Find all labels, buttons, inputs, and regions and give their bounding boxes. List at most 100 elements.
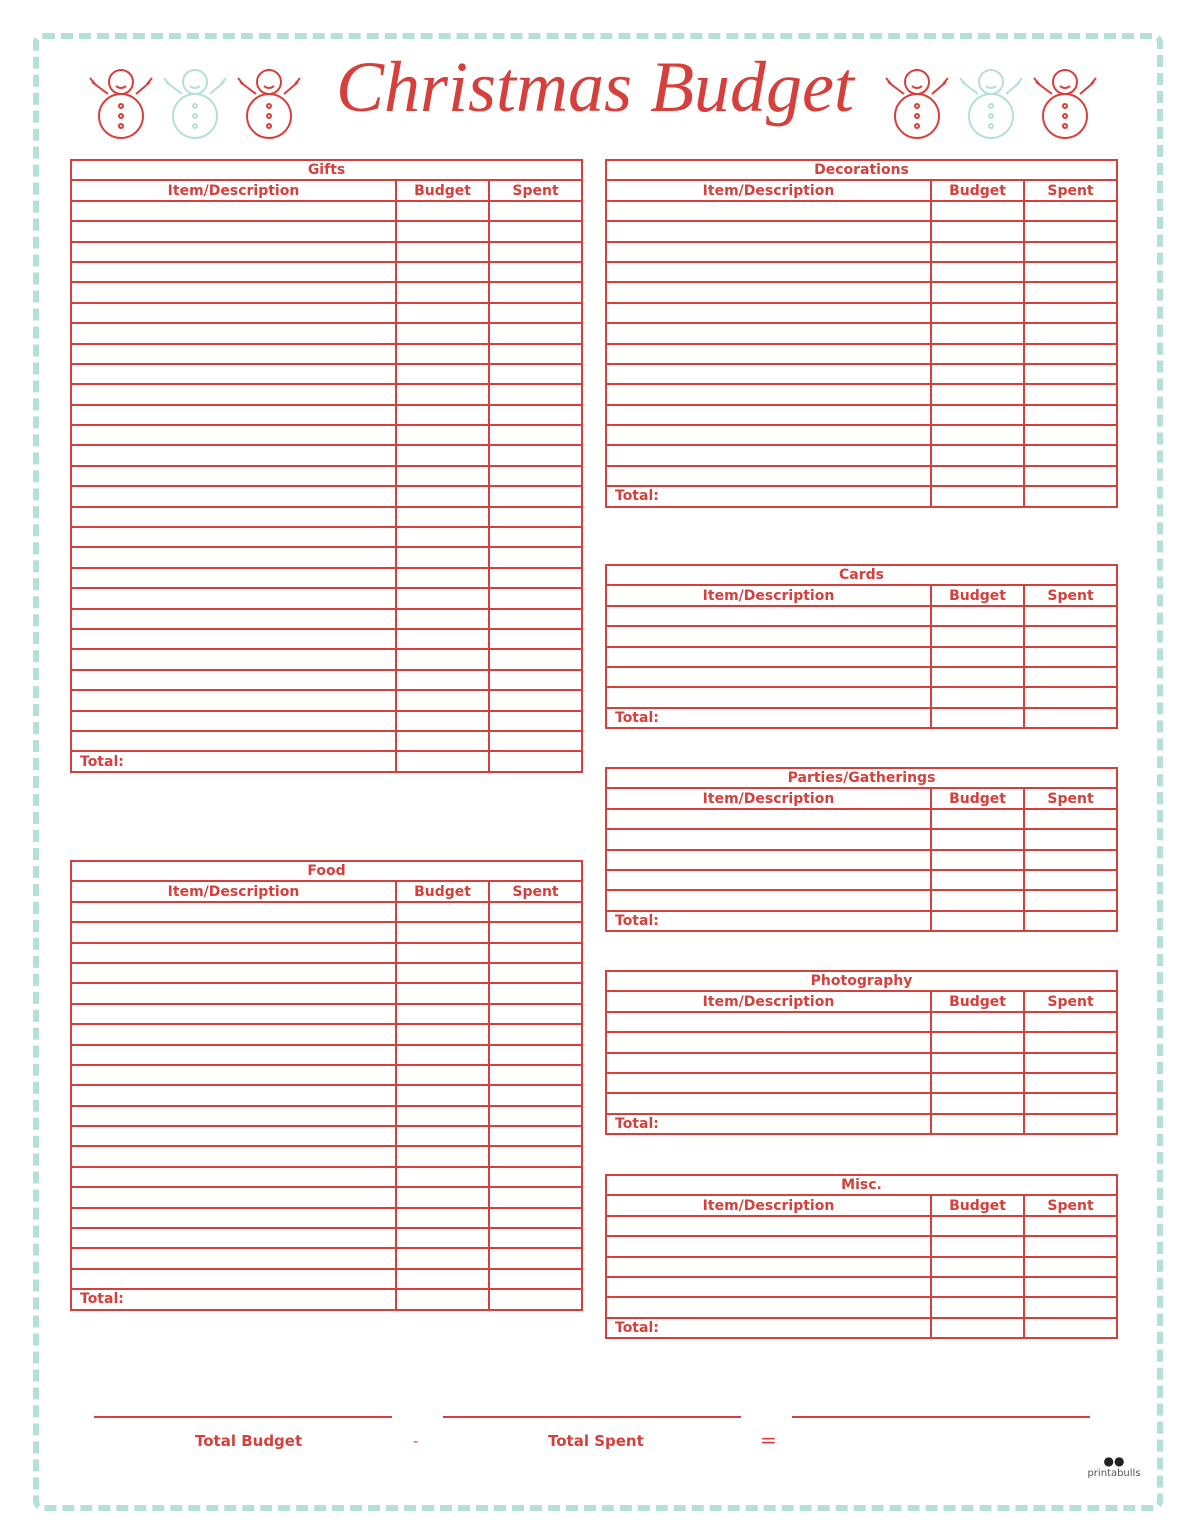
item-cell[interactable]: [605, 464, 932, 488]
budget-cell[interactable]: [395, 668, 490, 692]
spent-total-cell[interactable]: [487, 750, 584, 773]
budget-total-cell[interactable]: [930, 909, 1025, 933]
item-cell[interactable]: [70, 1023, 397, 1046]
spent-cell[interactable]: [1023, 424, 1118, 447]
spent-total-cell[interactable]: [488, 1288, 583, 1311]
budget-cell[interactable]: [930, 220, 1025, 243]
budget-cell[interactable]: [930, 444, 1025, 467]
budget-cell[interactable]: [930, 1235, 1025, 1258]
budget-cell[interactable]: [395, 921, 490, 944]
spent-cell[interactable]: [1022, 889, 1119, 912]
item-cell[interactable]: [605, 645, 932, 668]
item-cell[interactable]: [70, 961, 397, 985]
budget-cell[interactable]: [930, 1010, 1025, 1034]
budget-total-cell[interactable]: [395, 750, 490, 773]
spent-cell[interactable]: [488, 1227, 583, 1250]
budget-cell[interactable]: [930, 807, 1025, 831]
budget-cell[interactable]: [395, 281, 490, 304]
spent-cell[interactable]: [1022, 1010, 1119, 1034]
item-cell[interactable]: [70, 1145, 397, 1168]
budget-cell[interactable]: [395, 1125, 490, 1148]
spent-cell[interactable]: [487, 199, 584, 223]
spent-total-cell[interactable]: [1022, 1316, 1119, 1340]
spent-cell[interactable]: [488, 1023, 583, 1046]
spent-cell[interactable]: [487, 281, 584, 304]
budget-cell[interactable]: [395, 403, 490, 427]
item-cell[interactable]: [70, 921, 397, 944]
spent-cell[interactable]: [1023, 362, 1118, 386]
item-cell[interactable]: [70, 566, 397, 590]
spent-cell[interactable]: [487, 240, 584, 263]
spent-cell[interactable]: [487, 485, 584, 508]
item-cell[interactable]: [605, 828, 932, 851]
spent-cell[interactable]: [488, 961, 583, 985]
spent-cell[interactable]: [1023, 281, 1118, 304]
budget-cell[interactable]: [930, 1031, 1025, 1054]
budget-cell[interactable]: [395, 900, 490, 924]
spent-cell[interactable]: [487, 546, 584, 569]
item-cell[interactable]: [605, 604, 932, 628]
item-cell[interactable]: [70, 1227, 397, 1250]
budget-cell[interactable]: [930, 1275, 1025, 1299]
item-cell[interactable]: [605, 1031, 932, 1054]
budget-cell[interactable]: [395, 648, 490, 671]
item-cell[interactable]: [70, 1186, 397, 1209]
budget-total-cell[interactable]: [930, 706, 1025, 730]
spent-cell[interactable]: [487, 322, 584, 345]
spent-cell[interactable]: [1022, 665, 1119, 689]
spent-cell[interactable]: [1022, 1214, 1119, 1238]
item-cell[interactable]: [70, 1125, 397, 1148]
spent-cell[interactable]: [1022, 1235, 1119, 1258]
budget-cell[interactable]: [930, 322, 1025, 345]
spent-cell[interactable]: [487, 464, 584, 488]
budget-cell[interactable]: [395, 982, 490, 1005]
budget-cell[interactable]: [930, 403, 1025, 427]
budget-cell[interactable]: [930, 1071, 1025, 1095]
spent-cell[interactable]: [488, 1063, 583, 1087]
spent-cell[interactable]: [1022, 828, 1119, 851]
total-spent-line[interactable]: [443, 1416, 741, 1418]
item-cell[interactable]: [70, 1002, 397, 1026]
budget-cell[interactable]: [395, 444, 490, 467]
item-cell[interactable]: [70, 729, 397, 753]
spent-cell[interactable]: [488, 1145, 583, 1168]
budget-cell[interactable]: [395, 322, 490, 345]
spent-cell[interactable]: [487, 383, 584, 406]
budget-cell[interactable]: [930, 604, 1025, 628]
item-cell[interactable]: [70, 403, 397, 427]
budget-total-cell[interactable]: [930, 1316, 1025, 1340]
item-cell[interactable]: [605, 240, 932, 263]
budget-cell[interactable]: [930, 362, 1025, 386]
budget-cell[interactable]: [930, 240, 1025, 263]
spent-cell[interactable]: [487, 220, 584, 243]
budget-cell[interactable]: [395, 526, 490, 549]
budget-cell[interactable]: [395, 1186, 490, 1209]
item-cell[interactable]: [70, 444, 397, 467]
item-cell[interactable]: [70, 900, 397, 924]
spent-cell[interactable]: [487, 648, 584, 671]
budget-cell[interactable]: [395, 1165, 490, 1189]
budget-total-cell[interactable]: [395, 1288, 490, 1311]
item-cell[interactable]: [70, 1063, 397, 1087]
spent-cell[interactable]: [488, 900, 583, 924]
budget-cell[interactable]: [930, 686, 1025, 709]
spent-cell[interactable]: [1022, 1255, 1119, 1278]
item-cell[interactable]: [605, 199, 932, 223]
budget-cell[interactable]: [395, 1145, 490, 1168]
item-cell[interactable]: [70, 1247, 397, 1270]
item-cell[interactable]: [70, 383, 397, 406]
budget-cell[interactable]: [930, 281, 1025, 304]
item-cell[interactable]: [70, 587, 397, 610]
spent-total-cell[interactable]: [1022, 1112, 1119, 1136]
spent-total-cell[interactable]: [1023, 485, 1118, 508]
spent-cell[interactable]: [488, 1084, 583, 1107]
budget-cell[interactable]: [395, 1247, 490, 1270]
spent-total-cell[interactable]: [1022, 909, 1119, 933]
item-cell[interactable]: [605, 1255, 932, 1278]
spent-cell[interactable]: [487, 505, 584, 529]
spent-cell[interactable]: [488, 1267, 583, 1291]
spent-cell[interactable]: [1022, 848, 1119, 871]
budget-cell[interactable]: [930, 848, 1025, 871]
budget-cell[interactable]: [395, 240, 490, 263]
spent-cell[interactable]: [487, 526, 584, 549]
